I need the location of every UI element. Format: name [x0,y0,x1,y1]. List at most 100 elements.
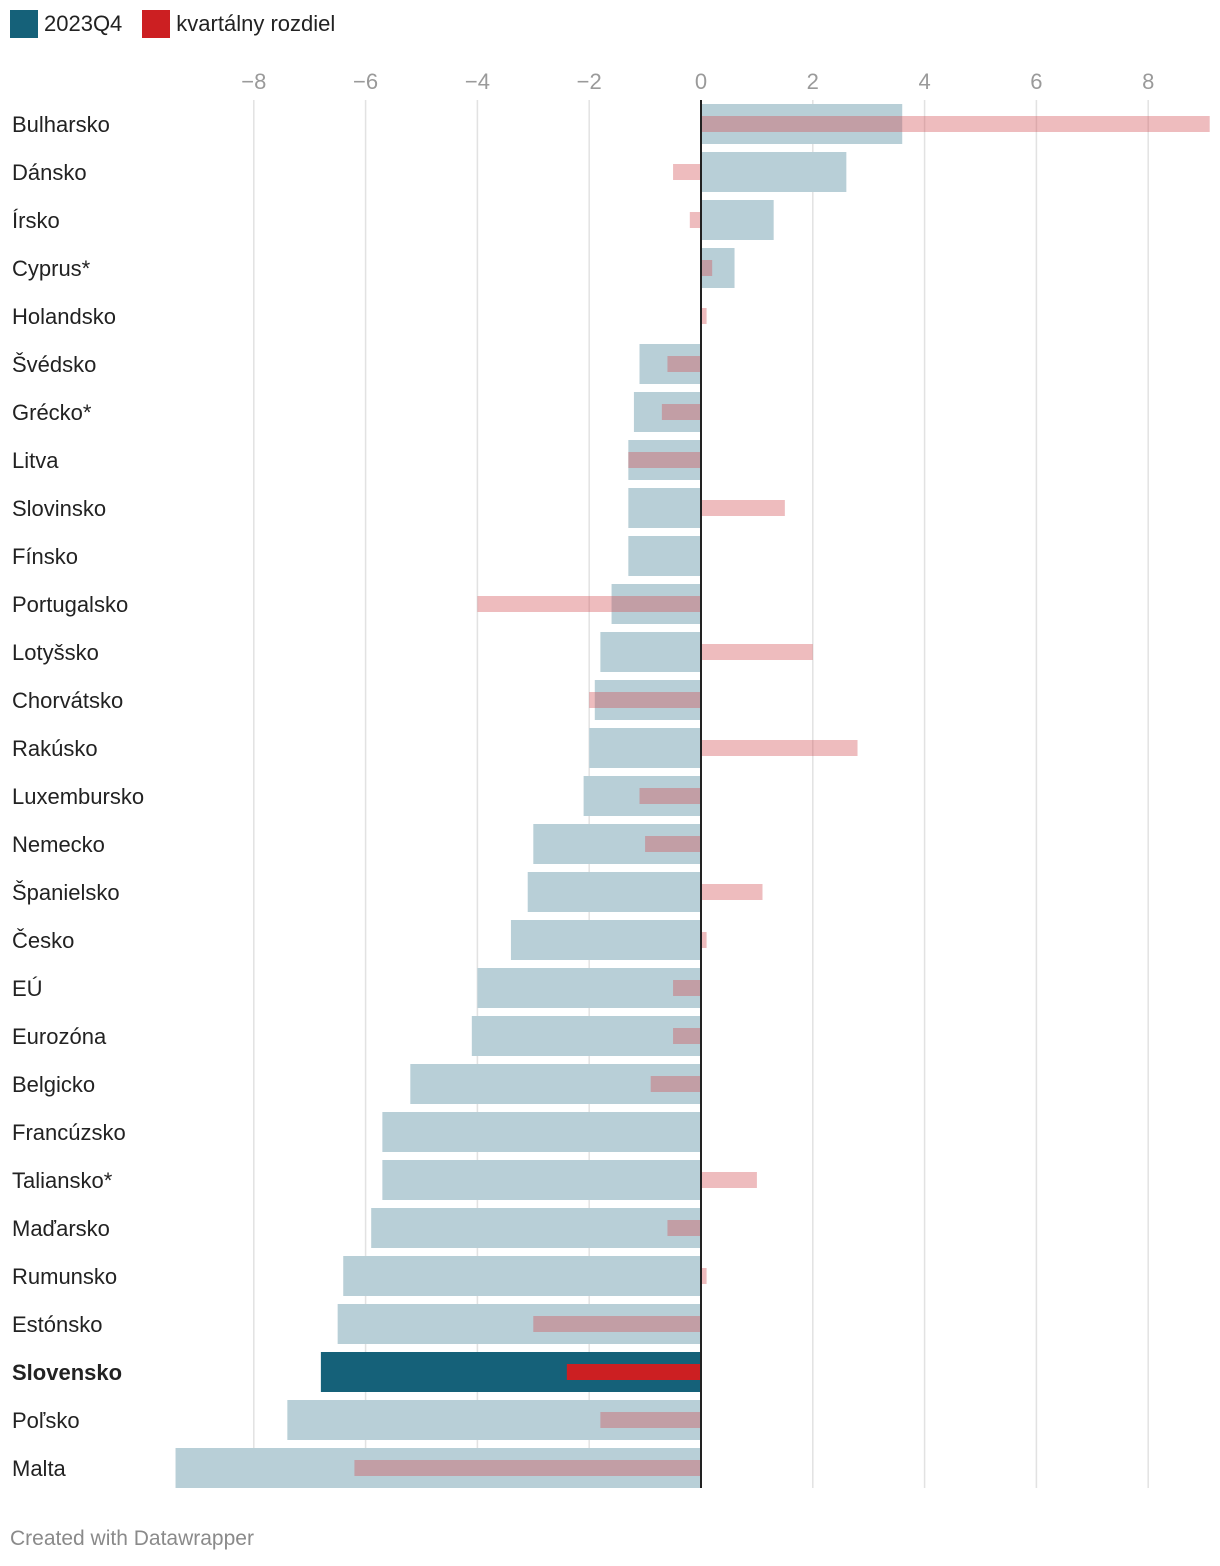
bar-2023q4-nemecko [533,824,701,864]
bar-quarterly-difference-chorvatsko [589,692,701,708]
bar-quarterly-difference-malta [354,1460,701,1476]
bar-quarterly-difference-slovensko [566,1364,701,1380]
bar-2023q4-chorvatsko [594,680,701,720]
bar-quarterly-difference-lotyssko [701,644,813,660]
bar-2023q4-irsko [701,200,774,240]
bar-2023q4-eurozona [471,1016,701,1056]
bar-quarterly-difference-luxembursko [639,788,701,804]
bar-quarterly-difference-grecko [661,404,701,420]
legend: 2023Q4 kvartálny rozdiel [10,10,355,38]
category-label-luxembursko: Luxembursko [12,784,144,809]
bar-2023q4-cyprus [701,248,735,288]
category-label-bulharsko: Bulharsko [12,112,110,137]
bar-quarterly-difference-spanielsko [701,884,763,900]
bar-quarterly-difference-litva [628,452,701,468]
bar-2023q4-finsko [628,536,701,576]
x-tick-label: −4 [465,69,490,94]
category-label-litva: Litva [12,448,59,473]
bar-2023q4-bulharsko [701,104,903,144]
x-tick-label: −6 [353,69,378,94]
bar-2023q4-eu [477,968,701,1008]
category-label-portugalsko: Portugalsko [12,592,128,617]
footer-credit: Created with Datawrapper [10,1527,254,1550]
bar-2023q4-grecko [633,392,701,432]
bar-quarterly-difference-polsko [600,1412,701,1428]
category-label-grecko: Grécko* [12,400,92,425]
category-label-taliansko: Taliansko* [12,1168,113,1193]
bar-2023q4-luxembursko [583,776,701,816]
bar-quarterly-difference-rumunsko [701,1268,707,1284]
category-label-cyprus: Cyprus* [12,256,91,281]
bar-quarterly-difference-holandsko [701,308,707,324]
bar-quarterly-difference-belgicko [650,1076,701,1092]
category-label-eurozona: Eurozóna [12,1024,107,1049]
legend-label-2023q4: 2023Q4 [44,11,123,36]
bar-quarterly-difference-cyprus [701,260,713,276]
category-label-spanielsko: Španielsko [12,880,120,905]
bar-quarterly-difference-rakusko [701,740,858,756]
category-label-slovinsko: Slovinsko [12,496,106,521]
category-label-polsko: Poľsko [12,1408,80,1433]
bar-quarterly-difference-eu [673,980,701,996]
category-label-belgicko: Belgicko [12,1072,95,1097]
bar-2023q4-estonsko [337,1304,701,1344]
bar-quarterly-difference-dansko [673,164,701,180]
bar-2023q4-slovinsko [628,488,701,528]
legend-item-2023q4[interactable]: 2023Q4 [10,10,122,38]
legend-item-quarterly-difference[interactable]: kvartálny rozdiel [142,10,335,38]
category-label-slovensko: Slovensko [12,1360,122,1385]
bar-2023q4-belgicko [410,1064,701,1104]
bar-2023q4-rumunsko [343,1256,701,1296]
bar-2023q4-francuzsko [382,1112,701,1152]
bar-2023q4-malta [175,1448,702,1488]
bar-2023q4-spanielsko [527,872,701,912]
category-label-holandsko: Holandsko [12,304,116,329]
bar-2023q4-lotyssko [600,632,701,672]
bar-2023q4-madarsko [371,1208,701,1248]
bar-2023q4-rakusko [589,728,701,768]
category-label-finsko: Fínsko [12,544,78,569]
bar-quarterly-difference-svedsko [667,356,701,372]
category-label-malta: Malta [12,1456,67,1481]
bar-quarterly-difference-slovinsko [701,500,785,516]
category-label-dansko: Dánsko [12,160,87,185]
bar-2023q4-taliansko [382,1160,701,1200]
category-label-cesko: Česko [12,928,74,953]
category-label-chorvatsko: Chorvátsko [12,688,123,713]
x-tick-label: 6 [1030,69,1042,94]
bar-2023q4-polsko [287,1400,701,1440]
category-label-rakusko: Rakúsko [12,736,98,761]
bar-2023q4-litva [628,440,701,480]
x-tick-label: −2 [577,69,602,94]
category-label-francuzsko: Francúzsko [12,1120,126,1145]
bar-2023q4-portugalsko [611,584,701,624]
bar-2023q4-svedsko [639,344,701,384]
bar-2023q4-dansko [701,152,847,192]
bar-2023q4-cesko [510,920,701,960]
bar-quarterly-difference-estonsko [533,1316,701,1332]
legend-swatch-2023q4 [10,10,38,38]
category-label-estonsko: Estónsko [12,1312,103,1337]
legend-swatch-quarterly-difference [142,10,171,38]
legend-label-quarterly-difference: kvartálny rozdiel [176,11,336,36]
bar-quarterly-difference-irsko [689,212,701,228]
bar-quarterly-difference-portugalsko [477,596,701,612]
bar-quarterly-difference-taliansko [701,1172,757,1188]
x-tick-label: 4 [918,69,930,94]
category-label-lotyssko: Lotyšsko [12,640,99,665]
bar-quarterly-difference-cesko [701,932,707,948]
category-label-madarsko: Maďarsko [12,1216,110,1241]
x-tick-label: 8 [1142,69,1154,94]
category-label-nemecko: Nemecko [12,832,105,857]
x-tick-label: 2 [807,69,819,94]
x-tick-label: −8 [241,69,266,94]
bar-quarterly-difference-nemecko [645,836,701,852]
bar-quarterly-difference-bulharsko [701,116,1210,132]
category-label-irsko: Írsko [12,208,60,233]
bar-quarterly-difference-eurozona [673,1028,701,1044]
category-label-svedsko: Švédsko [12,352,96,377]
category-label-rumunsko: Rumunsko [12,1264,117,1289]
bar-quarterly-difference-madarsko [667,1220,701,1236]
x-tick-label: 0 [695,69,707,94]
